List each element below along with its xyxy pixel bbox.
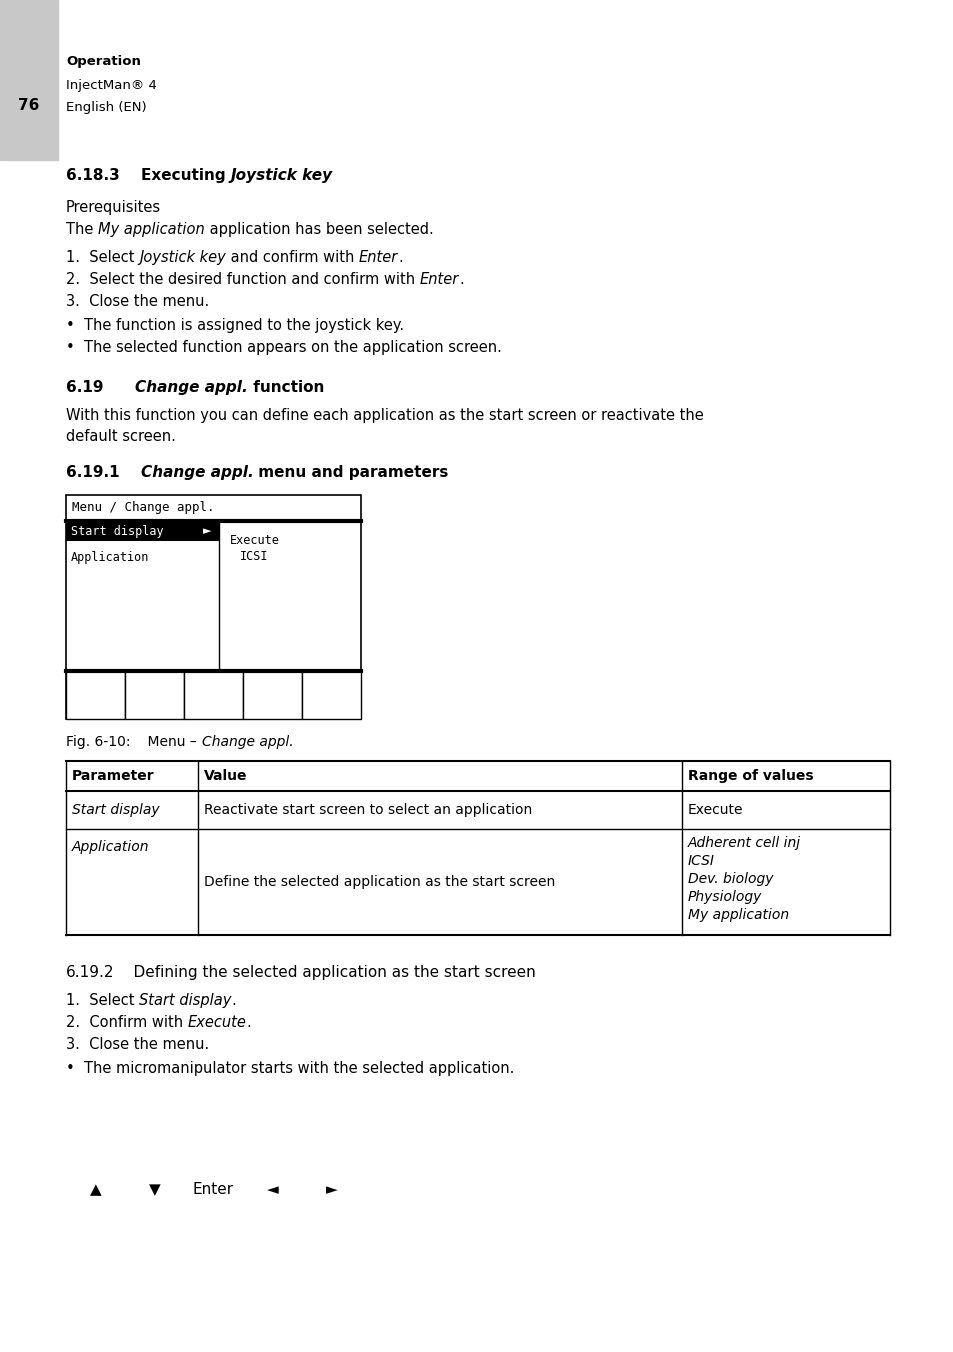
Text: Change appl.: Change appl. bbox=[135, 380, 248, 395]
Text: Start display: Start display bbox=[71, 803, 159, 817]
Bar bbox=[302, 671, 360, 719]
Text: •  The function is assigned to the joystick key.: • The function is assigned to the joysti… bbox=[66, 318, 404, 333]
Text: 76: 76 bbox=[18, 97, 40, 112]
Text: •  The selected function appears on the application screen.: • The selected function appears on the a… bbox=[66, 339, 501, 356]
Text: Change appl.: Change appl. bbox=[140, 465, 253, 480]
Text: Prerequisites: Prerequisites bbox=[66, 200, 161, 215]
Text: 6.18.3: 6.18.3 bbox=[66, 168, 120, 183]
Text: and confirm with: and confirm with bbox=[226, 250, 358, 265]
Text: My application: My application bbox=[98, 222, 205, 237]
Text: Adherent cell inj: Adherent cell inj bbox=[687, 836, 801, 850]
Text: 2.  Confirm with: 2. Confirm with bbox=[66, 1015, 188, 1030]
Text: Start display: Start display bbox=[139, 992, 232, 1009]
Text: 6.19: 6.19 bbox=[66, 380, 103, 395]
Text: default screen.: default screen. bbox=[66, 429, 175, 443]
Text: 1.  Select: 1. Select bbox=[66, 992, 139, 1009]
Text: 1.  Select: 1. Select bbox=[66, 250, 139, 265]
Text: .: . bbox=[458, 272, 463, 287]
Bar bbox=[66, 521, 219, 541]
Bar bbox=[125, 671, 184, 719]
Text: 3.  Close the menu.: 3. Close the menu. bbox=[66, 293, 209, 310]
Text: Execute: Execute bbox=[687, 803, 742, 817]
Text: Application: Application bbox=[71, 552, 150, 565]
Bar bbox=[66, 495, 360, 719]
Text: menu and parameters: menu and parameters bbox=[253, 465, 448, 480]
Text: ▲: ▲ bbox=[90, 1183, 101, 1198]
Text: Value: Value bbox=[204, 769, 247, 783]
Text: English (EN): English (EN) bbox=[66, 101, 147, 115]
Bar bbox=[66, 671, 125, 719]
Text: My application: My application bbox=[687, 909, 788, 922]
Text: Menu –: Menu – bbox=[131, 735, 201, 749]
Bar bbox=[0, 0, 58, 160]
Text: 2.  Select the desired function and confirm with: 2. Select the desired function and confi… bbox=[66, 272, 419, 287]
Text: Dev. biology: Dev. biology bbox=[687, 872, 773, 886]
Text: Joystick key: Joystick key bbox=[139, 250, 226, 265]
Text: Executing: Executing bbox=[120, 168, 231, 183]
Text: function: function bbox=[248, 380, 324, 395]
Text: ►: ► bbox=[203, 526, 212, 535]
Text: Enter: Enter bbox=[358, 250, 397, 265]
Text: application has been selected.: application has been selected. bbox=[205, 222, 433, 237]
Text: 3.  Close the menu.: 3. Close the menu. bbox=[66, 1037, 209, 1052]
Text: Execute: Execute bbox=[229, 534, 279, 548]
Text: Execute: Execute bbox=[188, 1015, 247, 1030]
Text: Joystick key: Joystick key bbox=[231, 168, 333, 183]
Text: Reactivate start screen to select an application: Reactivate start screen to select an app… bbox=[204, 803, 532, 817]
Text: Operation: Operation bbox=[66, 55, 141, 69]
Text: Enter: Enter bbox=[193, 1183, 233, 1198]
Text: Menu / Change appl.: Menu / Change appl. bbox=[71, 502, 214, 515]
Text: •  The micromanipulator starts with the selected application.: • The micromanipulator starts with the s… bbox=[66, 1061, 514, 1076]
Text: Define the selected application as the start screen: Define the selected application as the s… bbox=[204, 875, 555, 890]
Text: Start display: Start display bbox=[71, 525, 164, 538]
Text: ►: ► bbox=[325, 1183, 337, 1198]
Text: Application: Application bbox=[71, 840, 150, 854]
Text: Enter: Enter bbox=[419, 272, 458, 287]
Text: .: . bbox=[232, 992, 236, 1009]
Text: Fig. 6-10:: Fig. 6-10: bbox=[66, 735, 131, 749]
Text: ICSI: ICSI bbox=[239, 550, 268, 564]
Text: ◄: ◄ bbox=[266, 1183, 278, 1198]
Bar bbox=[184, 671, 243, 719]
Text: With this function you can define each application as the start screen or reacti: With this function you can define each a… bbox=[66, 408, 703, 423]
Bar bbox=[243, 671, 302, 719]
Text: Physiology: Physiology bbox=[687, 890, 761, 904]
Text: InjectMan® 4: InjectMan® 4 bbox=[66, 78, 156, 92]
Text: Defining the selected application as the start screen: Defining the selected application as the… bbox=[114, 965, 536, 980]
Text: 6.19.1: 6.19.1 bbox=[66, 465, 119, 480]
Text: ▼: ▼ bbox=[149, 1183, 160, 1198]
Text: Parameter: Parameter bbox=[71, 769, 154, 783]
Text: ICSI: ICSI bbox=[687, 854, 714, 868]
Text: Change appl.: Change appl. bbox=[201, 735, 293, 749]
Text: .: . bbox=[247, 1015, 251, 1030]
Text: .: . bbox=[397, 250, 402, 265]
Text: 6.19.2: 6.19.2 bbox=[66, 965, 114, 980]
Text: Range of values: Range of values bbox=[687, 769, 813, 783]
Text: The: The bbox=[66, 222, 98, 237]
